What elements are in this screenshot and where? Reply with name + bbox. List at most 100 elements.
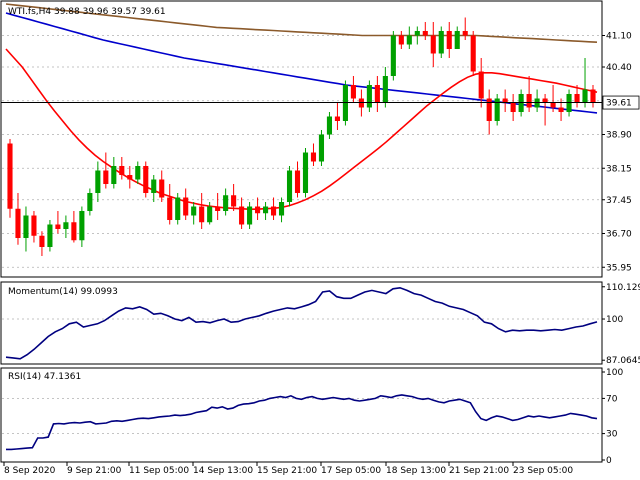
candle-body bbox=[167, 197, 173, 220]
candle-body bbox=[63, 222, 69, 229]
candle-body bbox=[255, 206, 261, 214]
x-tick-label: 9 Sep 21:00 bbox=[67, 466, 122, 476]
candle-body bbox=[286, 170, 293, 202]
candle-body bbox=[294, 170, 301, 193]
current-price-tag bbox=[602, 95, 640, 110]
y-tick-label: 100 bbox=[606, 368, 623, 378]
x-tick-label: 14 Sep 13:00 bbox=[193, 466, 253, 476]
y-tick-label: 100 bbox=[606, 315, 623, 325]
y-tick-label: 40.40 bbox=[606, 63, 632, 73]
candle-body bbox=[111, 166, 117, 184]
candle-body bbox=[334, 116, 340, 121]
rsi-title: RSI(14) 47.1361 bbox=[8, 372, 81, 382]
y-tick-label: 87.0645 bbox=[606, 356, 640, 366]
candle-body bbox=[278, 202, 285, 216]
momentum-series bbox=[5, 286, 598, 360]
current-price-value: 39.61 bbox=[606, 99, 632, 109]
candle-body bbox=[446, 31, 452, 49]
candle-body bbox=[159, 179, 165, 198]
candle-body bbox=[302, 152, 309, 193]
rsi-panel-frame bbox=[0, 367, 603, 463]
candle-body bbox=[55, 224, 61, 229]
x-tick-label: 11 Sep 05:00 bbox=[129, 466, 189, 476]
momentum-axis-ticks: 110.1296 100 87.0645 bbox=[602, 283, 640, 366]
rsi-line bbox=[6, 394, 598, 451]
candle-body bbox=[318, 134, 325, 162]
candle-body bbox=[590, 89, 596, 103]
x-tick-label: 18 Sep 13:00 bbox=[386, 466, 446, 476]
candle-body bbox=[143, 166, 149, 193]
candle-body bbox=[151, 179, 157, 193]
candle-body bbox=[542, 98, 548, 103]
rsi-axis-ticks: 100 70 30 0 bbox=[602, 368, 623, 466]
y-tick-label: 110.1296 bbox=[606, 283, 640, 293]
rsi-panel[interactable]: RSI(14) 47.1361 100 70 30 0 bbox=[0, 367, 623, 466]
candle-body bbox=[486, 98, 492, 121]
candle-body bbox=[127, 175, 133, 180]
candle-body bbox=[382, 76, 388, 103]
y-tick-label: 35.95 bbox=[606, 263, 632, 273]
y-tick-label: 36.70 bbox=[606, 230, 632, 240]
candle-body bbox=[191, 206, 197, 216]
candle-body bbox=[558, 107, 564, 112]
x-tick-label: 17 Sep 05:00 bbox=[321, 466, 381, 476]
candle-body bbox=[470, 35, 476, 72]
candle-body bbox=[454, 31, 460, 49]
candle-body bbox=[494, 98, 500, 121]
candle-body bbox=[398, 35, 404, 45]
sma-short-line bbox=[5, 48, 598, 210]
candle-body bbox=[231, 195, 237, 207]
momentum-panel[interactable]: Momentum(14) 99.0993 110.1296 100 87.0645 bbox=[0, 281, 640, 366]
candle-body bbox=[199, 206, 205, 223]
sma-long-line bbox=[5, 3, 598, 43]
candle-body bbox=[87, 193, 93, 211]
candle-body bbox=[374, 85, 380, 103]
candle-body bbox=[215, 206, 221, 211]
candle-body bbox=[438, 31, 444, 54]
candle-body bbox=[7, 143, 13, 209]
moving-average-lines bbox=[5, 3, 598, 210]
y-tick-label: 0 bbox=[606, 456, 612, 466]
candle-body bbox=[574, 94, 580, 103]
candle-body bbox=[414, 31, 420, 36]
candle-body bbox=[23, 215, 29, 238]
y-tick-label: 70 bbox=[606, 394, 618, 404]
x-tick-label: 21 Sep 21:00 bbox=[449, 466, 509, 476]
rsi-grid bbox=[2, 397, 601, 435]
candle-body bbox=[478, 71, 484, 99]
candle-body bbox=[326, 116, 333, 135]
candlesticks bbox=[7, 17, 596, 256]
candle-body bbox=[31, 215, 37, 236]
candle-body bbox=[95, 170, 101, 193]
candle-body bbox=[350, 85, 356, 99]
candle-body bbox=[39, 235, 45, 247]
price-panel[interactable]: WTI.fs,H4 39.88 39.96 39.57 39.61 41.10 4… bbox=[0, 0, 640, 278]
candle-body bbox=[47, 224, 53, 247]
momentum-title: Momentum(14) 99.0993 bbox=[8, 287, 118, 297]
candle-body bbox=[263, 206, 269, 214]
x-tick-label: 23 Sep 05:00 bbox=[513, 466, 573, 476]
candle-body bbox=[406, 35, 412, 45]
price-panel-title: WTI.fs,H4 39.88 39.96 39.57 39.61 bbox=[8, 7, 166, 17]
y-tick-label: 37.45 bbox=[606, 196, 632, 206]
candle-body bbox=[462, 31, 468, 36]
candle-body bbox=[502, 98, 508, 103]
y-tick-label: 38.90 bbox=[606, 131, 632, 141]
candle-body bbox=[135, 166, 141, 180]
price-panel-frame bbox=[0, 0, 603, 278]
rsi-series bbox=[6, 394, 598, 451]
momentum-panel-frame bbox=[0, 281, 603, 365]
candle-body bbox=[422, 31, 428, 36]
candle-body bbox=[223, 195, 229, 211]
candle-body bbox=[526, 94, 532, 108]
candle-body bbox=[207, 206, 213, 223]
candle-body bbox=[582, 89, 588, 103]
x-tick-label: 15 Sep 21:00 bbox=[257, 466, 317, 476]
candle-body bbox=[550, 103, 556, 108]
candle-body bbox=[247, 206, 253, 225]
candle-body bbox=[79, 211, 85, 241]
candle-body bbox=[119, 166, 125, 175]
time-axis-ticks: 8 Sep 2020 9 Sep 21:00 11 Sep 05:00 14 Sep … bbox=[3, 462, 573, 476]
